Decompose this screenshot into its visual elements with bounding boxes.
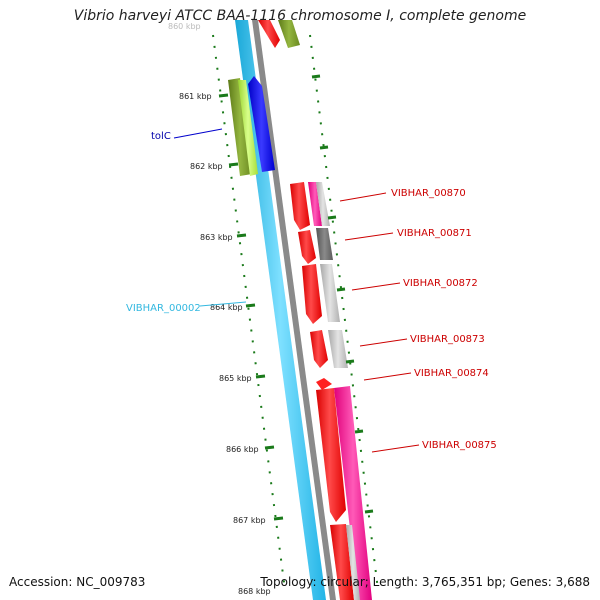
gene-vibhar-00870-grey bbox=[316, 182, 330, 226]
gene-label-vibhar-00002[interactable]: VIBHAR_00002 bbox=[126, 303, 201, 314]
gene-bottom-grey bbox=[346, 525, 360, 600]
gene-vibhar-00870-red bbox=[290, 182, 310, 230]
gene-label-tolc[interactable]: tolC bbox=[151, 131, 171, 142]
gene-label-vibhar-00870[interactable]: VIBHAR_00870 bbox=[391, 188, 466, 199]
scale-ticks bbox=[218, 93, 284, 521]
genome-summary: Topology: circular; Length: 3,765,351 bp… bbox=[260, 575, 590, 589]
gene-vibhar-00873-grey bbox=[328, 330, 348, 368]
scale-label-862: 862 kbp bbox=[190, 162, 223, 171]
gene-label-vibhar-00873[interactable]: VIBHAR_00873 bbox=[410, 334, 485, 345]
gene-top-olive bbox=[278, 20, 300, 48]
gene-tolc bbox=[248, 76, 275, 172]
gene-vibhar-00872-red bbox=[302, 264, 322, 324]
scale-label-863: 863 kbp bbox=[200, 233, 233, 242]
gene-vibhar-00872-grey bbox=[320, 264, 340, 322]
gene-tolc-olive bbox=[228, 78, 252, 176]
gene-vibhar-00871-dark bbox=[316, 228, 333, 260]
gene-vibhar-00874-red bbox=[316, 378, 332, 390]
map-title: Vibrio harveyi ATCC BAA-1116 chromosome … bbox=[73, 8, 527, 24]
scale-label-861: 861 kbp bbox=[179, 92, 212, 101]
gene-vibhar-00870-pink bbox=[308, 182, 322, 226]
label-leaders bbox=[173, 128, 420, 453]
scale-label-864: 864 kbp bbox=[210, 303, 243, 312]
gene-vibhar-00875-red bbox=[316, 388, 346, 522]
backbone-blue-strand bbox=[235, 20, 326, 600]
gene-vibhar-00875-pink bbox=[334, 386, 372, 600]
gene-tolc-lime bbox=[238, 80, 258, 176]
gene-vibhar-00873-red bbox=[310, 330, 328, 368]
gene-vibhar-00871-red bbox=[298, 230, 316, 264]
scale-label-868: 868 kbp bbox=[238, 587, 271, 596]
scale-label-865: 865 kbp bbox=[219, 374, 252, 383]
gene-label-vibhar-00874[interactable]: VIBHAR_00874 bbox=[414, 368, 489, 379]
gene-top-red bbox=[258, 20, 280, 48]
gene-label-vibhar-00875[interactable]: VIBHAR_00875 bbox=[422, 440, 497, 451]
gene-label-vibhar-00872[interactable]: VIBHAR_00872 bbox=[403, 278, 478, 289]
scale-label-867: 867 kbp bbox=[233, 516, 266, 525]
accession-label: Accession: NC_009783 bbox=[9, 575, 146, 589]
inner-ticks bbox=[311, 74, 374, 514]
scale-label-860: 860 kbp bbox=[168, 22, 201, 31]
scale-label-866: 866 kbp bbox=[226, 445, 259, 454]
gene-label-vibhar-00871[interactable]: VIBHAR_00871 bbox=[397, 228, 472, 239]
